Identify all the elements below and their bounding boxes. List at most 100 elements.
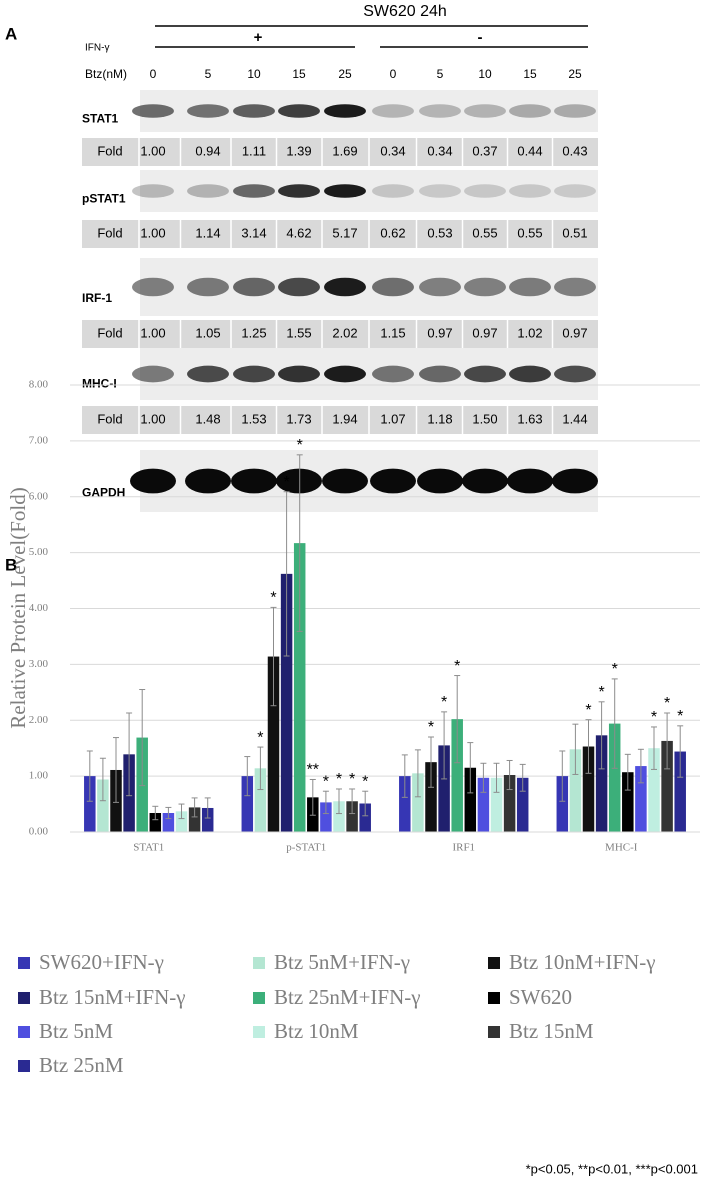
legend-label: Btz 5nM+IFN-γ — [274, 950, 410, 974]
fold-value: 2.02 — [332, 325, 357, 340]
fold-value: 1.00 — [140, 225, 165, 240]
significance-mark: * — [598, 684, 604, 701]
fold-row — [82, 406, 598, 434]
fold-value: 0.53 — [427, 225, 452, 240]
fold-value: 1.63 — [517, 411, 542, 426]
fold-value: 1.15 — [380, 325, 405, 340]
fold-value: 1.11 — [242, 143, 266, 158]
legend-swatch — [18, 1060, 30, 1072]
legend-swatch — [18, 1026, 30, 1038]
fold-value: 1.25 — [241, 325, 266, 340]
fold-value: 1.73 — [286, 411, 311, 426]
bar — [280, 573, 293, 832]
bar — [635, 766, 647, 832]
legend-swatch — [488, 1026, 500, 1038]
blot-band — [464, 104, 506, 118]
bar — [267, 656, 280, 832]
panel-label: B — [5, 555, 17, 574]
dose-label: 5 — [205, 67, 212, 81]
blot-band — [372, 184, 414, 198]
dose-label: 15 — [292, 67, 306, 81]
bar — [188, 807, 201, 832]
significance-mark: * — [651, 709, 657, 726]
fold-value: 1.00 — [140, 325, 165, 340]
fold-value: 1.48 — [195, 411, 220, 426]
fold-value: 1.39 — [286, 143, 311, 158]
bar — [503, 775, 516, 832]
significance-mark: * — [257, 729, 263, 746]
bar — [320, 802, 332, 832]
blot-band — [187, 104, 229, 118]
blot-band — [419, 365, 461, 383]
significance-mark: * — [270, 590, 276, 607]
blot-band — [370, 468, 416, 494]
bar — [477, 777, 490, 832]
blot-band — [419, 277, 461, 297]
significance-mark: * — [283, 474, 289, 491]
significance-mark: * — [612, 661, 618, 678]
y-tick-label: 4.00 — [29, 602, 49, 614]
legend-label: Btz 5nM — [39, 1019, 113, 1043]
blot-band — [464, 277, 506, 297]
blot-membrane — [140, 170, 598, 212]
fold-value: 3.14 — [241, 225, 266, 240]
blot-band — [132, 277, 174, 297]
legend-swatch — [488, 957, 500, 969]
blot-band — [132, 365, 174, 383]
blot-band — [233, 184, 275, 198]
bar — [464, 767, 477, 832]
btz-label: Btz(nM) — [85, 67, 127, 81]
blot-band — [130, 468, 176, 494]
fold-value: 1.18 — [427, 411, 452, 426]
y-axis-label: Relative Protein Level(Fold) — [6, 487, 30, 728]
blot-band — [372, 277, 414, 297]
y-tick-label: 3.00 — [29, 658, 49, 670]
fold-value: 0.55 — [517, 225, 542, 240]
fold-value: 1.69 — [332, 143, 357, 158]
legend-swatch — [18, 992, 30, 1004]
blot-band — [187, 277, 229, 297]
significance-mark: * — [441, 694, 447, 711]
blot-band — [554, 365, 596, 383]
dose-label: 25 — [568, 67, 582, 81]
legend-swatch — [18, 957, 30, 969]
blot-label: GAPDH — [82, 486, 125, 500]
bar — [84, 776, 96, 832]
fold-value: 0.43 — [562, 143, 587, 158]
fold-value: 0.34 — [380, 143, 405, 158]
blot-band — [324, 277, 366, 297]
blot-band — [509, 104, 551, 118]
legend-label: Btz 25nM+IFN-γ — [274, 985, 421, 1009]
bar — [608, 723, 621, 832]
x-tick-label: MHC-I — [605, 842, 638, 854]
blot-band — [233, 277, 275, 297]
significance-mark: * — [336, 771, 342, 788]
blot-band — [419, 104, 461, 118]
fold-value: 1.50 — [472, 411, 497, 426]
bar — [438, 745, 450, 832]
bar — [241, 776, 254, 832]
fold-value: 1.53 — [241, 411, 266, 426]
fold-value: 5.17 — [332, 225, 357, 240]
blot-band — [509, 277, 551, 297]
fold-value: 0.62 — [380, 225, 405, 240]
bar — [595, 735, 608, 832]
fold-value: 1.02 — [517, 325, 542, 340]
blot-label: IRF-1 — [82, 291, 112, 305]
blot-band — [464, 184, 506, 198]
bar — [451, 719, 463, 832]
fold-row — [82, 220, 598, 248]
blot-band — [233, 104, 275, 118]
blot-band — [322, 468, 368, 494]
fold-value: 1.55 — [286, 325, 311, 340]
y-tick-label: 2.00 — [29, 714, 49, 726]
significance-mark: * — [323, 773, 329, 790]
fold-label: Fold — [97, 225, 122, 240]
bar — [674, 751, 686, 832]
legend-label: Btz 10nM — [274, 1019, 359, 1043]
x-tick-label: IRF1 — [452, 842, 475, 854]
x-tick-label: STAT1 — [133, 842, 164, 854]
blot-band — [417, 468, 463, 494]
blot-band — [278, 365, 320, 383]
